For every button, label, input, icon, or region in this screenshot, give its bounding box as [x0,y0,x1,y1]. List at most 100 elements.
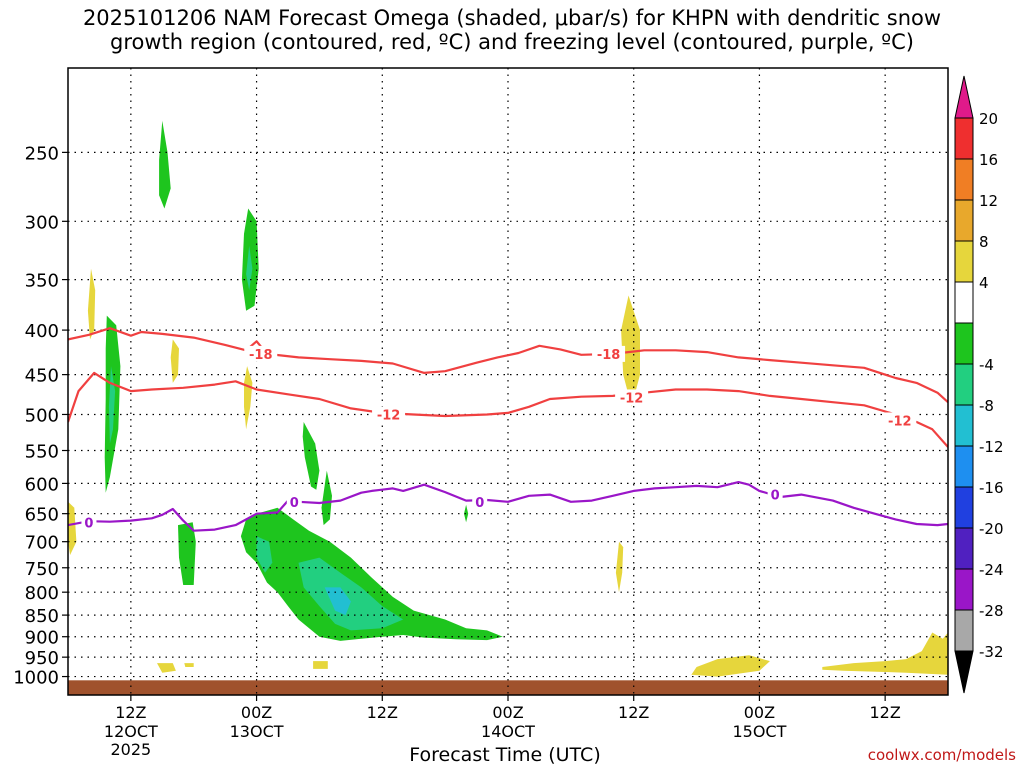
contour-label-dgz-bottom-1: -12 [620,391,644,406]
y-tick-label-850: 850 [25,606,59,627]
colorbar-bin-11 [954,568,974,611]
y-tick-label-700: 700 [25,533,59,554]
contour-label-dgz-bottom-2: -12 [888,414,912,429]
omega-region-7 [178,522,196,585]
omega-region-16 [244,366,253,430]
y-tick-label-600: 600 [25,474,59,495]
colorbar-bin-10 [954,527,974,570]
contour-label-freezing-level-2: 0 [475,496,484,511]
omega-region-22 [691,655,770,677]
x-tick-label-60: 12Z [618,703,649,722]
y-tick-label-250: 250 [25,143,59,164]
colorbar-bin-8 [954,445,974,488]
omega-region-14 [68,501,77,555]
contour-label-freezing-level-1: 0 [290,496,299,511]
chart-title-line1: 2025101206 NAM Forecast Omega (shaded, μ… [82,6,942,30]
y-tick-label-300: 300 [25,212,59,233]
omega-region-21 [313,661,328,669]
contour-label-bg-freezing-level-2 [472,493,488,510]
contour-label-bg-freezing-level-0 [81,514,97,531]
colorbar-label-6: -8 [979,397,994,415]
x-axis-label: Forecast Time (UTC) [409,744,601,766]
omega-region-13 [87,268,96,340]
contour-label-bg-dgz-top-1 [592,345,626,362]
y-tick-label-800: 800 [25,583,59,604]
colorbar-top-arrow [954,75,974,119]
colorbar-bin-4 [954,281,974,324]
x-tick-label-36: 12Z [367,703,398,722]
contour-label-freezing-level-3: 0 [771,489,780,504]
omega-region-6 [321,470,332,526]
contour-label-bg-freezing-level-1 [286,493,302,510]
colorbar-bin-1 [954,158,974,201]
y-tick-label-950: 950 [25,648,59,669]
contour-label-bg-dgz-bottom-0 [372,406,406,423]
contour-label-bg-dgz-bottom-2 [883,412,917,429]
colorbar-label-4: 4 [979,274,989,292]
colorbar-label-5: -4 [979,356,994,374]
y-tick-label-1000: 1000 [13,668,59,689]
y-tick-label-400: 400 [25,321,59,342]
colorbar-bin-5 [954,322,974,365]
omega-region-15 [170,339,179,383]
omega-region-8 [240,507,503,641]
colorbar-bin-0 [954,117,974,160]
colorbar-label-11: -28 [979,602,1004,620]
colorbar-bin-9 [954,486,974,529]
colorbar-label-2: 12 [979,192,998,210]
y-tick-label-900: 900 [25,628,59,649]
x-tick-date-12: 12OCT [104,722,158,741]
x-tick-date-72: 15OCT [732,722,786,741]
colorbar-label-9: -20 [979,520,1004,538]
contour-dgz-bottom [68,371,948,448]
colorbar-bin-3 [954,240,974,283]
omega-region-19 [157,663,176,673]
x-tick-date-48: 14OCT [481,722,535,741]
credit-link[interactable]: coolwx.com/models [867,746,1016,764]
y-tick-label-350: 350 [25,271,59,292]
contour-label-bg-dgz-top-0 [244,345,278,362]
colorbar-label-7: -12 [979,438,1004,456]
contour-label-bg-freezing-level-3 [767,486,783,503]
colorbar-bin-7 [954,404,974,447]
colorbar-label-3: 8 [979,233,989,251]
terrain-fill [68,680,948,695]
contour-label-dgz-top-1: -18 [597,348,621,363]
colorbar-label-0: 20 [979,110,998,128]
colorbar-label-12: -32 [979,643,1004,661]
omega-region-9 [256,536,273,573]
contour-dgz-top [68,327,948,404]
x-tick-label-72: 00Z [744,703,775,722]
colorbar-bin-12 [954,609,974,652]
y-tick-label-500: 500 [25,405,59,426]
omega-region-0 [159,120,171,209]
colorbar-bin-6 [954,363,974,406]
contour-label-freezing-level-0: 0 [84,516,93,531]
plot-area: -18 -18 -12 -12 -12 0 0 0 0 [68,68,948,695]
y-tick-label-750: 750 [25,559,59,580]
colorbar-label-1: 16 [979,151,998,169]
omega-region-23 [822,632,948,675]
colorbar-label-10: -24 [979,561,1004,579]
x-tick-year-12: 2025 [110,740,151,759]
chart-title-line2: growth region (contoured, red, ºC) and f… [110,30,914,54]
omega-region-10 [298,557,404,631]
omega-region-18 [615,541,624,593]
contour-label-dgz-top-0: -18 [249,348,273,363]
omega-region-12 [464,504,469,523]
x-tick-label-48: 00Z [492,703,523,722]
colorbar-bin-2 [954,199,974,242]
x-tick-date-24: 13OCT [230,722,284,741]
colorbar-label-8: -16 [979,479,1004,497]
omega-region-11 [324,587,351,616]
y-tick-label-450: 450 [25,366,59,387]
omega-region-5 [302,422,320,490]
x-tick-label-12: 12Z [115,703,146,722]
y-tick-label-650: 650 [25,505,59,526]
y-tick-label-550: 550 [25,442,59,463]
colorbar-label-13: -36 [979,0,1004,4]
x-tick-label-24: 00Z [241,703,272,722]
contour-label-bg-dgz-bottom-1 [615,389,649,406]
omega-region-20 [184,663,194,667]
